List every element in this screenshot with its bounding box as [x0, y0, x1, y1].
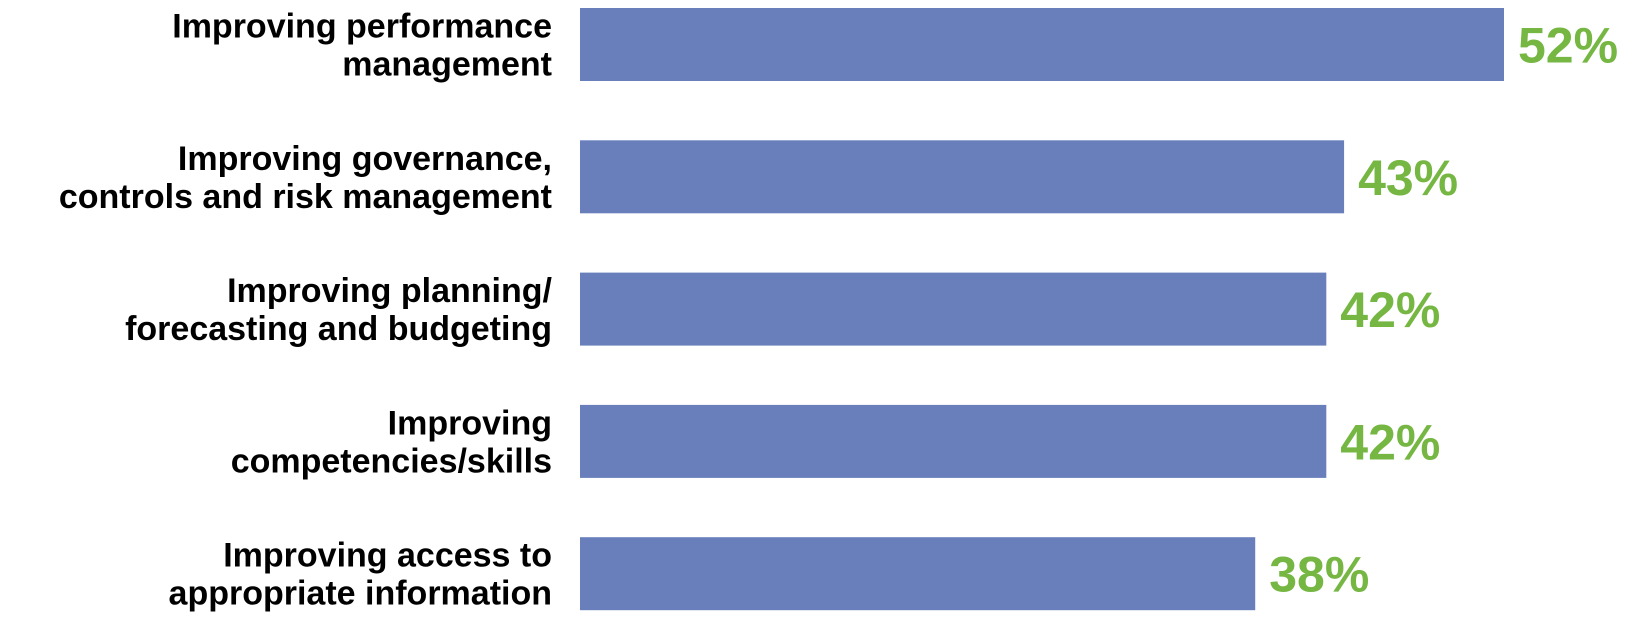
category-label-line: Improving planning/ — [227, 272, 552, 310]
chart-rows: Improving performance management 52% Improv… — [59, 8, 1618, 613]
category-label-line: management — [342, 46, 552, 84]
category-label-2: Improving governance, controls and risk m… — [59, 140, 552, 216]
bar-1 — [580, 8, 1504, 81]
bar-3 — [580, 272, 1327, 346]
category-label-line: forecasting and budgeting — [125, 310, 552, 348]
category-label-line: Improving access to — [223, 537, 552, 575]
category-label-line: competencies/skills — [231, 442, 552, 480]
value-label-1: 52% — [1518, 18, 1618, 74]
category-label-5: Improving access to appropriate informati… — [169, 537, 552, 613]
bar-4 — [580, 404, 1327, 478]
category-label-1: Improving performance management — [172, 8, 552, 84]
category-label-line: Improving governance, — [178, 140, 552, 178]
category-label-3: Improving planning/forecasting and budge… — [125, 272, 552, 348]
category-label-line: Improving performance — [172, 8, 552, 46]
bar-2 — [580, 140, 1345, 214]
category-label-line: appropriate information — [169, 575, 552, 613]
value-label-5: 38% — [1269, 547, 1369, 603]
value-label-3: 42% — [1340, 282, 1440, 338]
bar-5 — [580, 537, 1256, 611]
category-label-line: Improving — [388, 404, 552, 442]
category-label-4: Improving competencies/skills — [231, 404, 552, 480]
value-label-2: 43% — [1358, 150, 1458, 206]
category-label-line: controls and risk management — [59, 178, 552, 216]
value-label-4: 42% — [1340, 414, 1440, 470]
